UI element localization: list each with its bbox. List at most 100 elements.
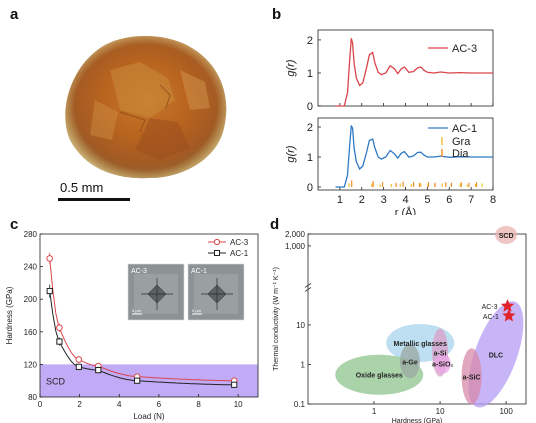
c-inset-scale-text: 5 μm	[192, 308, 202, 313]
b-xtick-label: 4	[402, 194, 408, 206]
panel-d: d 0.1 1 10 1,000 2,000 1 10 100 Hardness (GPa) Th…	[268, 212, 536, 423]
b-legend-dia-label: Dia	[452, 148, 469, 160]
panel-c: c SCD 80 120 160 200 240 280 0 2 4 6 8 10 Load (N) Har…	[0, 212, 268, 423]
d-xtick-label: 100	[499, 407, 513, 416]
c-inset-scale-text: 5 μm	[132, 308, 142, 313]
b-xtick-label: 1	[337, 194, 343, 206]
c-xtick-label: 4	[117, 400, 122, 409]
c-ac1-point	[56, 338, 63, 345]
c-ytick-label: 200	[24, 295, 38, 304]
c-xtick-label: 8	[196, 400, 201, 409]
b-top-ytick-label: 2	[307, 35, 313, 47]
d-region-asic	[461, 348, 482, 405]
d-region-age	[399, 344, 420, 379]
c-xlabel: Load (N)	[133, 412, 164, 421]
c-ytick-label: 280	[24, 230, 38, 239]
b-top-ylabel: g(r)	[285, 59, 297, 76]
b-bottom-ytick-label: 2	[307, 122, 313, 134]
c-inset-label: AC-3	[131, 268, 147, 275]
c-legend-ac3-marker	[213, 238, 221, 246]
b-legend-ac3-label: AC-3	[452, 43, 477, 55]
c-ac1-point	[134, 377, 141, 384]
panel-label-d: d	[270, 216, 280, 233]
hardness-chart: SCD 80 120 160 200 240 280 0 2 4 6 8 10 Load (N) Hardn…	[5, 230, 259, 421]
c-ytick-label: 160	[24, 328, 38, 337]
b-xlabel: r (Å)	[395, 206, 416, 215]
b-xtick-label: 3	[381, 194, 387, 206]
d-star-ac3	[500, 299, 515, 312]
b-bottom-ylabel: g(r)	[285, 145, 297, 162]
c-ac1-point	[46, 287, 53, 295]
c-frame	[39, 233, 259, 398]
d-region-label: a-Si	[434, 351, 447, 358]
c-ac3-point	[56, 324, 63, 332]
d-region-asio	[434, 353, 451, 374]
d-ylabel: Thermal conductivity (W m⁻¹ K⁻¹)	[273, 267, 280, 371]
d-label-ac3: AC-3	[482, 304, 498, 311]
c-ytick-label: 240	[24, 263, 38, 272]
d-region-label: DLC	[489, 352, 503, 359]
b-xtick-label: 7	[468, 194, 474, 206]
c-legend-ac1-label: AC-1	[230, 249, 249, 258]
c-ac1-point	[75, 363, 82, 370]
b-bottom-ytick-label: 1	[307, 152, 313, 164]
d-region-scd	[495, 225, 518, 244]
d-ytick-label: 1,000	[285, 242, 306, 251]
d-region-label: a-Ge	[402, 359, 418, 366]
c-ytick-label: 80	[28, 393, 37, 402]
panel-label-a: a	[10, 6, 19, 23]
d-region-label: Oxide glasses	[356, 373, 403, 380]
c-inset-ac1: AC-1 5 μm	[187, 263, 245, 321]
c-xtick-label: 6	[157, 400, 162, 409]
scale-bar	[58, 198, 130, 201]
conductivity-chart: 0.1 1 10 1,000 2,000 1 10 100 Hardness (GPa) Ther…	[273, 225, 527, 423]
d-ytick-label: 10	[296, 321, 305, 330]
c-scd-label: SCD	[46, 377, 66, 387]
d-label-ac1: AC-1	[483, 314, 499, 321]
c-xtick-label: 10	[234, 400, 243, 409]
c-xtick-label: 2	[77, 400, 82, 409]
c-legend-ac3-label: AC-3	[230, 238, 249, 247]
c-ytick-label: 120	[24, 360, 38, 369]
c-legend-ac1-marker	[214, 250, 220, 256]
d-ytick-label: 0.1	[294, 400, 306, 409]
panel-b: b 0 1 2 0 1 2 1 2 3 4 5 6 7 8 g(r) g(r) r (Å) AC-3 AC-1 Gra…	[268, 0, 536, 215]
c-ac3-point	[75, 356, 83, 363]
rdf-chart: 0 1 2 0 1 2 1 2 3 4 5 6 7 8 g(r) g(r) r (Å) AC-3 AC-1GraDi…	[285, 29, 496, 215]
d-ytick-label: 1	[301, 360, 306, 369]
sample-photo	[65, 36, 227, 179]
c-ac3-point	[46, 255, 54, 262]
b-top-ytick-label: 0	[307, 101, 313, 113]
c-ac1-point	[231, 381, 238, 388]
d-xtick-label: 1	[372, 407, 377, 416]
b-xtick-label: 8	[490, 194, 496, 206]
b-legend-gra-label: Gra	[452, 136, 471, 148]
d-region-label: a-SiC	[463, 374, 481, 381]
c-inset-ac3: AC-3 5 μm	[127, 263, 185, 321]
b-series-ac1-line	[335, 125, 493, 188]
c-ylabel: Hardness (GPa)	[5, 286, 14, 344]
b-bottom-ytick-label: 0	[307, 182, 313, 194]
d-ytick-label: 2,000	[285, 230, 306, 239]
b-legend-ac1-label: AC-1	[452, 123, 477, 135]
c-xtick-label: 0	[38, 400, 43, 409]
b-top-ytick-label: 1	[307, 68, 313, 80]
b-xtick-label: 2	[359, 194, 365, 206]
c-inset-label: AC-1	[191, 268, 207, 275]
scale-bar-text: 0.5 mm	[60, 180, 104, 195]
d-xlabel: Hardness (GPa)	[392, 418, 443, 423]
d-region-label: a-SiO₂	[432, 362, 453, 369]
d-region-label: SCD	[499, 233, 514, 240]
b-xtick-label: 5	[424, 194, 430, 206]
d-star-ac1	[502, 308, 516, 322]
c-ac1-point	[95, 367, 102, 374]
panel-a: a 0.5 mm	[0, 0, 268, 210]
panel-label-b: b	[272, 6, 282, 23]
d-region-label: Metallic glasses	[394, 341, 447, 348]
panel-label-c: c	[10, 216, 19, 233]
b-series-ac3-line	[335, 38, 493, 107]
d-frame	[307, 233, 527, 405]
d-axis-break	[304, 287, 312, 292]
d-xtick-label: 10	[436, 407, 445, 416]
d-region-dlc	[468, 301, 524, 408]
